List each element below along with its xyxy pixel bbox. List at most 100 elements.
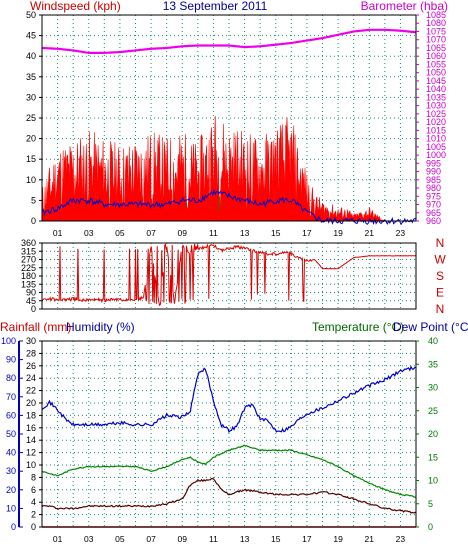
temp-tick-label: 20 [428,429,438,439]
date-title: 13 September 2011 [163,0,268,13]
baro-tick-label: 985 [426,175,441,185]
x-tick-label: 07 [146,534,156,544]
temperature-axis: 0 5 10 15 20 25 30 35 40 [416,336,438,532]
dir-tick-label: 0 [31,304,36,314]
x-tick-label: 21 [365,534,375,544]
x-tick-label: 05 [115,534,125,544]
rain-tick-label: 12 [26,448,36,458]
hum-tick-label: 80 [6,373,16,383]
baro-tick-label: 1080 [426,18,446,28]
hum-tick-label: 100 [1,336,16,346]
dir-tick-label: 90 [26,288,36,298]
y-tick-label: 20 [26,134,36,144]
x-tick-label: 03 [84,534,94,544]
baro-tick-label: 960 [426,216,441,226]
x-tick-label: 05 [115,228,125,238]
rain-tick-label: 14 [26,435,36,445]
x-tick-label: 13 [240,534,250,544]
x-tick-label: 23 [396,228,406,238]
y-tick-label: 40 [26,51,36,61]
temp-tick-label: 5 [428,499,433,509]
baro-tick-label: 1015 [426,125,446,135]
x-tick-label: 03 [84,228,94,238]
dir-tick-label: 315 [21,246,36,256]
hum-tick-label: 50 [6,429,16,439]
baro-tick-label: 1030 [426,101,446,111]
y-tick-label: 30 [26,92,36,102]
dir-tick-label: 360 [21,238,36,248]
baro-tick-label: 1025 [426,109,446,119]
temp-tick-label: 25 [428,406,438,416]
temperature-title: Temperature (°C) [312,320,404,334]
y-tick-label: 35 [26,72,36,82]
x-tick-label: 17 [302,228,312,238]
y-tick-label: 25 [26,113,36,123]
baro-tick-label: 975 [426,191,441,201]
baro-tick-label: 990 [426,167,441,177]
temperature-line [41,444,417,498]
x-tick-label: 13 [240,228,250,238]
hum-tick-label: 0 [11,522,16,532]
rain-tick-label: 10 [26,460,36,470]
y-tick-label: 50 [26,10,36,20]
baro-tick-label: 1085 [426,10,446,20]
rain-tick-label: 22 [26,386,36,396]
baro-tick-label: 1050 [426,68,446,78]
dewpoint-line [41,477,417,514]
baro-tick-label: 995 [426,158,441,168]
baro-tick-label: 1005 [426,142,446,152]
rain-tick-label: 2 [31,510,36,520]
humidity-series [41,365,417,434]
windspeed-title: Windspeed (kph) [30,0,121,13]
baro-tick-label: 965 [426,208,441,218]
rain-tick-label: 16 [26,423,36,433]
baro-tick-label: 1035 [426,92,446,102]
hum-tick-label: 20 [6,485,16,495]
temp-tick-label: 40 [428,336,438,346]
compass-label: W [434,253,446,267]
hum-tick-label: 70 [6,392,16,402]
rain-tick-label: 26 [26,361,36,371]
x-tick-label: 15 [271,534,281,544]
x-tick-label: 15 [271,228,281,238]
baro-tick-label: 1055 [426,59,446,69]
y-tick-label: 10 [26,175,36,185]
dir-tick-label: 135 [21,279,36,289]
baro-tick-label: 970 [426,200,441,210]
hum-tick-label: 40 [6,448,16,458]
hum-tick-label: 60 [6,410,16,420]
humidity-title: Humidity (%) [66,320,135,334]
wind-hour-axis: 01 03 05 07 09 11 13 15 17 19 21 23 [53,228,406,238]
temp-hour-axis: 01 03 05 07 09 11 13 15 17 19 21 23 [53,534,406,544]
rain-tick-label: 20 [26,398,36,408]
dewpoint-series [41,477,417,514]
x-tick-label: 09 [178,534,188,544]
x-tick-label: 19 [333,228,343,238]
rain-tick-label: 0 [31,522,36,532]
rain-tick-label: 6 [31,485,36,495]
baro-tick-label: 1070 [426,35,446,45]
humidity-line [41,365,417,434]
Windspeed-mark [41,115,416,222]
barometer-axis: 9609659709759809859909951000100510101015… [416,10,446,226]
x-tick-label: 01 [53,228,63,238]
barometer-title: Barometer (hba) [361,0,448,13]
dir-tick-label: 180 [21,271,36,281]
rainfall-title: Rainfall (mm) [0,320,71,334]
x-tick-label: 23 [396,534,406,544]
baro-tick-label: 1045 [426,76,446,86]
temp-tick-label: 15 [428,452,438,462]
baro-tick-label: 1040 [426,84,446,94]
dewpoint-title: Dew Point (°C) [393,320,468,334]
compass-label: N [436,236,445,250]
rain-tick-label: 24 [26,373,36,383]
baro-tick-label: 1075 [426,26,446,36]
barometer-series [42,28,417,54]
direction-line [41,243,417,307]
x-tick-label: 21 [365,228,375,238]
dir-tick-label: 270 [21,255,36,265]
x-tick-label: 19 [333,534,343,544]
